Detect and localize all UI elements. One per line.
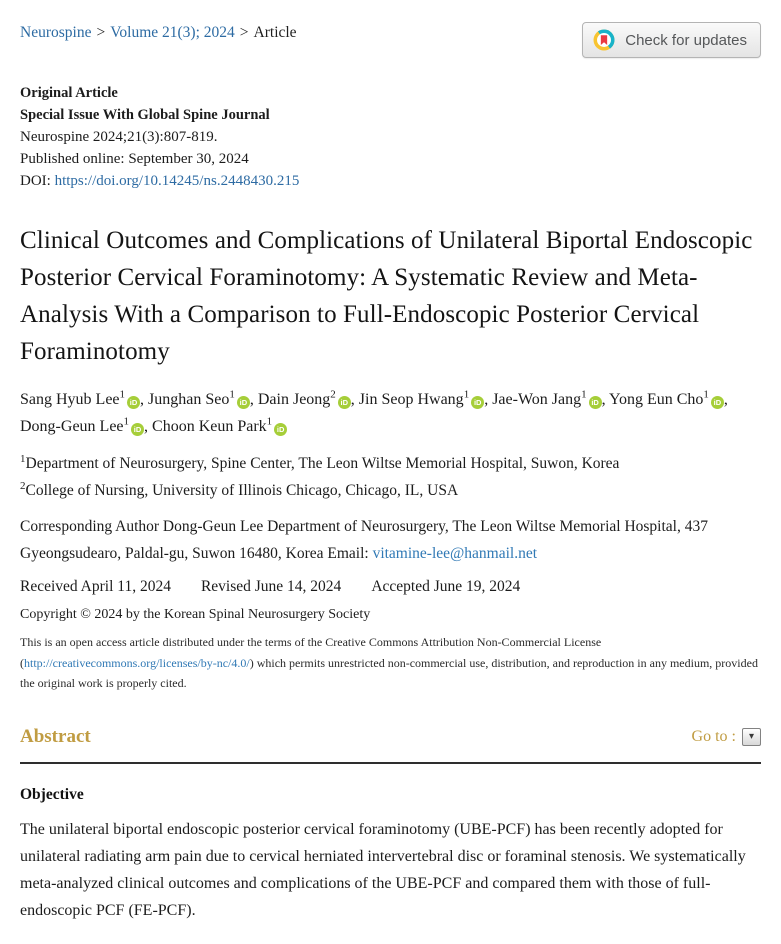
author: Junghan Seo1iD (148, 388, 258, 409)
author: Dong-Geun Lee1iD (20, 415, 152, 436)
orcid-icon[interactable]: iD (127, 396, 141, 409)
author-affiliation-sup: 1 (229, 388, 235, 401)
author: Sang Hyub Lee1iD (20, 388, 148, 409)
breadcrumb-journal-link[interactable]: Neurospine (20, 24, 92, 41)
citation: Neurospine 2024;21(3):807-819. (20, 129, 218, 145)
affiliation-sup: 2 (20, 479, 26, 492)
goto-control: Go to : ▾ (691, 727, 761, 746)
author-affiliation-sup: 2 (330, 388, 336, 401)
author-name: Junghan Seo (148, 391, 230, 408)
author-name: Choon Keun Park (152, 418, 267, 435)
objective-text: The unilateral biportal endoscopic poste… (20, 820, 746, 919)
accepted-date: Accepted June 19, 2024 (371, 578, 521, 595)
orcid-icon[interactable]: iD (588, 396, 602, 409)
revised-date: Revised June 14, 2024 (200, 578, 342, 595)
breadcrumb: Neurospine > Volume 21(3); 2024 > Article (20, 22, 297, 42)
affiliation-text: College of Nursing, University of Illino… (25, 482, 459, 499)
author-affiliation-sup: 1 (123, 415, 130, 428)
article-title: Clinical Outcomes and Complications of U… (20, 227, 753, 365)
affiliation-list: 1Department of Neurosurgery, Spine Cente… (20, 450, 761, 504)
orcid-icon[interactable]: iD (337, 396, 351, 409)
crossmark-logo-icon (592, 28, 616, 52)
license-text: ) which permits unrestricted non-commerc… (20, 655, 758, 691)
author: Jin Seop Hwang1iD (358, 388, 492, 409)
affiliation: 2College of Nursing, University of Illin… (20, 477, 761, 504)
article-dates: Received April 11, 2024 Revised June 14, … (20, 578, 761, 596)
corresponding-author: Corresponding Author Dong-Geun Lee Depar… (20, 513, 761, 567)
doi-line: DOI: https://doi.org/10.14245/ns.2448430… (20, 170, 761, 192)
goto-label: Go to : (691, 727, 736, 745)
abstract-section-header: Abstract Go to : ▾ (20, 726, 761, 748)
received-date: Received April 11, 2024 (20, 578, 171, 595)
author: Yong Eun Cho1iD (609, 388, 728, 409)
author-name: Sang Hyub Lee (20, 391, 120, 408)
orcid-icon[interactable]: iD (471, 396, 485, 409)
author-name: Dain Jeong (257, 391, 331, 408)
corresponding-author-text: Corresponding Author Dong-Geun Lee Depar… (20, 518, 708, 562)
author-list: Sang Hyub Lee1iDJunghan Seo1iDDain Jeong… (20, 386, 761, 440)
section-divider (20, 761, 761, 764)
author-affiliation-sup: 1 (703, 388, 709, 401)
breadcrumb-separator: > (96, 24, 106, 41)
breadcrumb-separator: > (239, 24, 249, 41)
doi-label: DOI: (20, 173, 55, 189)
article-meta: Original Article Special Issue With Glob… (20, 82, 761, 192)
check-for-updates-label: Check for updates (625, 31, 747, 49)
orcid-icon[interactable]: iD (274, 423, 288, 436)
author: Choon Keun Park1iD (152, 415, 288, 436)
orcid-icon[interactable]: iD (710, 396, 724, 409)
license-link[interactable]: http://creativecommons.org/licenses/by-n… (24, 655, 250, 670)
objective-heading: Objective (20, 785, 84, 803)
author-affiliation-sup: 1 (266, 415, 273, 428)
copyright-notice: Copyright © 2024 by the Korean Spinal Ne… (20, 607, 371, 622)
page-header: Neurospine > Volume 21(3); 2024 > Article Ch… (20, 22, 761, 58)
license-text: This is an open access article distribut… (20, 635, 602, 670)
author-name: Jin Seop Hwang (358, 391, 464, 408)
goto-section-select[interactable]: ▾ (742, 727, 761, 746)
affiliation: 1Department of Neurosurgery, Spine Cente… (20, 450, 761, 477)
author-name: Jae-Won Jang (492, 391, 582, 408)
orcid-icon[interactable]: iD (236, 396, 250, 409)
author-name: Yong Eun Cho (609, 391, 704, 408)
special-issue: Special Issue With Global Spine Journal (20, 107, 270, 123)
author-name: Dong-Geun Lee (20, 418, 124, 435)
orcid-icon[interactable]: iD (131, 423, 145, 436)
chevron-down-icon: ▾ (748, 730, 755, 742)
author: Jae-Won Jang1iD (492, 388, 609, 409)
license-notice: This is an open access article distribut… (20, 632, 761, 694)
author-affiliation-sup: 1 (119, 388, 126, 401)
author-affiliation-sup: 1 (463, 388, 470, 401)
breadcrumb-current: Article (253, 24, 297, 41)
published-online: Published online: September 30, 2024 (20, 151, 249, 167)
doi-link[interactable]: https://doi.org/10.14245/ns.2448430.215 (54, 173, 300, 189)
breadcrumb-volume-link[interactable]: Volume 21(3); 2024 (110, 24, 235, 41)
author: Dain Jeong2iD (257, 388, 359, 409)
author-affiliation-sup: 1 (581, 388, 587, 401)
article-type: Original Article (20, 85, 118, 101)
corresponding-email-link[interactable]: vitamine-lee@hanmail.net (372, 545, 538, 562)
affiliation-text: Department of Neurosurgery, Spine Center… (25, 455, 620, 472)
affiliation-sup: 1 (20, 452, 26, 465)
check-for-updates-button[interactable]: Check for updates (582, 22, 761, 58)
abstract-heading: Abstract (20, 725, 91, 747)
